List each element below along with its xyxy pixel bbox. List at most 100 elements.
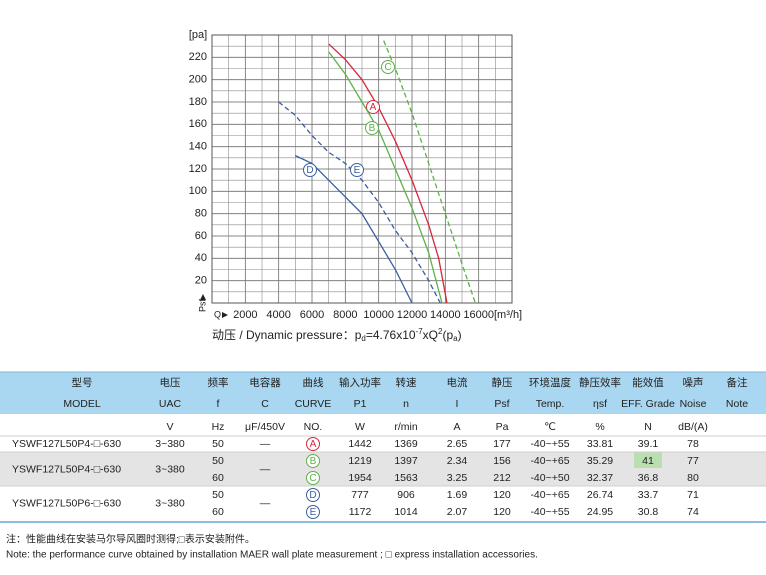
cell: 906 (397, 489, 415, 501)
header-cn: 转速 (396, 376, 417, 389)
header-cn: 能效值 (632, 376, 664, 389)
y-tick-label: 80 (195, 208, 207, 220)
y-tick-label: 220 (189, 51, 207, 63)
y-tick-label: 160 (189, 118, 207, 130)
cell: 80 (687, 472, 699, 484)
header-cn: 频率 (208, 376, 229, 389)
unit: Hz (212, 421, 225, 433)
model: YSWF127L50P6-□-630 (12, 497, 121, 509)
voltage: 3~380 (155, 463, 185, 475)
curve-label-circle (303, 163, 317, 177)
curve (328, 51, 443, 304)
header-en: I (456, 398, 459, 410)
header-cn: 输入功率 (339, 376, 381, 389)
curve-id: B (310, 456, 317, 467)
curve-label: A (370, 102, 377, 113)
cell: 33.7 (638, 489, 659, 501)
formula-part: 动压 / Dynamic pressure：p (212, 328, 362, 342)
formula-part: d (361, 334, 365, 343)
x-tick-label: 8000 (333, 309, 357, 321)
cell: 60 (212, 472, 224, 484)
y-tick-label: 100 (189, 185, 207, 197)
x-tick-label: 2000 (233, 309, 257, 321)
header-en: P1 (354, 398, 367, 410)
header-en: EFF. Grade (621, 398, 675, 410)
y-tick-label: 200 (189, 74, 207, 86)
header-en: n (403, 398, 409, 410)
cell: 1369 (394, 438, 418, 450)
cell: 2.07 (447, 506, 468, 518)
cell: 1954 (348, 472, 372, 484)
header-cn: 电流 (447, 376, 468, 389)
header-en: Noise (680, 398, 707, 410)
header-cn: 电容器 (249, 376, 281, 389)
cell: 156 (493, 455, 511, 467)
curve-id: E (310, 507, 317, 518)
x-axis-label: [m³/h] (494, 309, 522, 321)
header-cn: 环境温度 (529, 376, 571, 389)
formula-part: a (453, 334, 458, 343)
cell: -40~+65 (530, 489, 569, 501)
curve-label: D (306, 165, 313, 176)
cell: 1442 (348, 438, 372, 450)
x-tick-label: 12000 (397, 309, 428, 321)
curve-label-circle (365, 121, 379, 135)
unit: W (355, 421, 365, 433)
formula: 动压 / Dynamic pressure：pd=4.76x10-7xQ2(pa… (212, 327, 462, 343)
cell: -40~+55 (530, 438, 569, 450)
unit: μF/450V (245, 421, 285, 433)
x-tick-label: 6000 (300, 309, 324, 321)
unit: N (644, 421, 652, 433)
cell: 177 (493, 438, 511, 450)
cell: 24.95 (587, 506, 613, 518)
capacitor: — (260, 497, 271, 509)
cell: 33.81 (587, 438, 613, 450)
curve-label-circle (381, 60, 395, 74)
cell: 71 (687, 489, 699, 501)
model: YSWF127L50P4-□-630 (12, 463, 121, 475)
curve-label: B (369, 123, 376, 134)
formula-part: ) (458, 328, 462, 342)
voltage: 3~380 (155, 497, 185, 509)
unit: A (453, 421, 460, 433)
y-tick-label: 120 (189, 163, 207, 175)
cell: 777 (351, 489, 369, 501)
unit: ℃ (544, 421, 556, 433)
cell: 74 (687, 506, 699, 518)
grade-highlight (634, 452, 662, 468)
capacitor: — (260, 463, 271, 475)
cell: 26.74 (587, 489, 613, 501)
header-cn: 静压 (492, 376, 513, 389)
curve-label: E (354, 165, 361, 176)
curve-id: A (310, 439, 317, 450)
x-tick-label: 4000 (266, 309, 290, 321)
cell: 39.1 (638, 438, 659, 450)
formula-part: (p (442, 328, 453, 342)
cell: 2.34 (447, 455, 468, 467)
x-tick-label: 16000 (463, 309, 494, 321)
header-en: CURVE (295, 398, 332, 410)
unit: dB/(A) (678, 421, 708, 433)
curve-badge (306, 488, 320, 502)
cell: 77 (687, 455, 699, 467)
curve-label-circle (366, 100, 380, 114)
curve (278, 101, 441, 304)
cell: 2.65 (447, 438, 468, 450)
curve-id: D (309, 490, 316, 501)
cell: 1014 (394, 506, 418, 518)
curve (383, 40, 476, 304)
curve-badge (306, 505, 320, 519)
y-axis-label: [pa] (189, 29, 207, 41)
curve-label-circle (350, 163, 364, 177)
x-symbol: Q (214, 309, 221, 319)
cell: 1219 (348, 455, 372, 467)
curve (328, 43, 448, 304)
capacitor: — (260, 438, 271, 450)
cell: 1172 (349, 506, 372, 518)
y-arrow (200, 294, 206, 300)
header-en: ηsf (593, 398, 607, 410)
header-cn: 静压效率 (579, 376, 621, 389)
header-en: f (217, 398, 220, 410)
formula-part: xQ (423, 328, 438, 342)
header-cn: 噪声 (683, 376, 704, 389)
